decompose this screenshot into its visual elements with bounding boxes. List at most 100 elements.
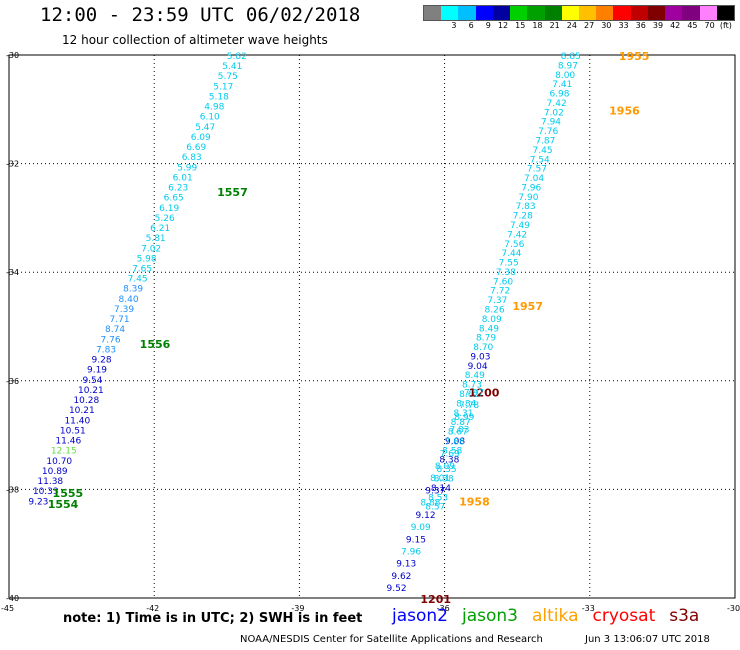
east-track-a-swh-value: 7.94: [541, 118, 561, 128]
east-track-a-swh-value: 8.38: [439, 456, 459, 466]
colorbar-label: 33: [618, 21, 629, 30]
east-track-a-swh-value: 7.54: [530, 155, 550, 165]
east-track-a-swh-value: 7.55: [499, 259, 519, 269]
colorbar-label: 45: [687, 21, 698, 30]
west-track-swh-value: 5.99: [177, 163, 197, 173]
east-track-a-swh-value: 8.38: [434, 475, 454, 485]
east-track-a-swh-value: 8.67: [448, 428, 468, 438]
west-track-swh-value: 9.54: [82, 376, 102, 386]
east-track-b-swh-value: 7.97: [464, 389, 484, 399]
colorbar-swatch: [613, 6, 631, 20]
east-track-a-swh-value: 9.04: [468, 362, 488, 372]
east-track-a-swh-value: 7.38: [496, 268, 516, 278]
colorbar-label: 3: [451, 21, 457, 30]
east-track-a-swh-value: 8.49: [479, 324, 499, 334]
east-track-a-swh-value: 7.83: [516, 202, 536, 212]
colorbar-labels: 3 6 9 12 15 18 21 24 27 30 33 36 39 42 45 70 (ft): [423, 21, 733, 33]
colorbar-swatch: [458, 6, 476, 20]
east-track-a-swh-value: 7.42: [547, 99, 567, 109]
east-track-a-swh-value: 7.96: [521, 183, 541, 193]
west-track-swh-value: 6.21: [150, 224, 170, 234]
east-track-b-swh-value: 8.99: [454, 413, 474, 423]
east-track-b-swh-value: 8.88: [420, 499, 440, 509]
east-track-a-swh-value: 8.00: [555, 71, 575, 81]
east-track-a-swh-value: 7.28: [513, 212, 533, 222]
latitude-tick-label: -36: [6, 377, 19, 386]
east-track-b-swh-value: 9.09: [411, 523, 431, 533]
west-track-swh-value: 5.82: [227, 52, 247, 62]
east-track-a-swh-value: 8.57: [425, 503, 445, 513]
colorbar-swatch: [699, 6, 717, 20]
colorbar-label: 42: [670, 21, 681, 30]
east-track-a-swh-value: 8.73: [462, 381, 482, 391]
east-track-b-swh-value: 9.13: [396, 560, 416, 570]
longitude-tick-label: -45: [1, 604, 14, 613]
colorbar-swatch: [424, 6, 442, 20]
generated-time: Jun 3 13:06:07 UTC 2018: [585, 634, 710, 645]
east-track-a-swh-value: 8.97: [558, 61, 578, 71]
west-track-swh-value: 5.41: [222, 62, 242, 72]
west-track-swh-value: 11.46: [55, 437, 81, 447]
satellite-legend: jason2 jason3 altika cryosat s3a: [392, 606, 713, 626]
colorbar-label: (ft): [719, 21, 732, 30]
colorbar-swatch: [492, 6, 511, 20]
west-track-swh-value: 5.75: [218, 72, 238, 82]
east-track-a-swh-value: 8.79: [476, 334, 496, 344]
east-track-b-time-label: 1201: [420, 593, 451, 606]
west-track-swh-value: 5.81: [146, 234, 166, 244]
west-track-time-label: 1554: [48, 498, 79, 511]
west-track-swh-value: 12.15: [51, 447, 77, 457]
colorbar-swatch: [510, 6, 528, 20]
west-track-swh-value: 6.69: [186, 143, 206, 153]
footer-note: note: 1) Time is in UTC; 2) SWH is in fe…: [63, 611, 363, 626]
east-track-a-swh-value: 8.84: [456, 399, 476, 409]
west-track-time-label: 1555: [53, 487, 84, 500]
east-track-a-swh-value: 6.98: [549, 90, 569, 100]
east-track-a-swh-value: 7.72: [490, 287, 510, 297]
east-track-a-swh-value: 8.35: [437, 465, 457, 475]
credit-text: NOAA/NESDIS Center for Satellite Applica…: [240, 634, 543, 645]
west-track-swh-value: 10.21: [69, 406, 95, 416]
east-track-a-swh-value: 7.37: [487, 296, 507, 306]
east-track-a-swh-value: 8.87: [451, 418, 471, 428]
east-track-a-swh-value: 7.42: [507, 230, 527, 240]
east-track-a-swh-value: 7.41: [552, 80, 572, 90]
east-track-a-swh-value: 7.04: [524, 174, 544, 184]
latitude-tick-label: -34: [6, 268, 19, 277]
east-track-a-swh-value: 8.58: [442, 446, 462, 456]
colorbar-label: 6: [468, 21, 474, 30]
east-track-a-swh-value: 7.02: [544, 108, 564, 118]
east-track-a-swh-value: 8.31: [453, 409, 473, 419]
east-track-b-time-label: 1958: [459, 495, 490, 508]
wave-height-colorbar: [423, 5, 735, 21]
colorbar-label: 18: [532, 21, 543, 30]
west-track-time-label: 1556: [140, 338, 171, 351]
colorbar-label: 15: [515, 21, 526, 30]
colorbar-swatch: [596, 6, 614, 20]
west-track-swh-value: 5.17: [213, 82, 233, 92]
east-track-b-swh-value: 9.62: [391, 572, 411, 582]
colorbar-swatch: [630, 6, 648, 20]
satellite-legend-jason3: jason3: [462, 606, 518, 626]
west-track-swh-value: 7.76: [101, 335, 121, 345]
colorbar-label: 12: [497, 21, 509, 30]
east-track-a-swh-value: 9.08: [445, 437, 465, 447]
map-frame: [8, 54, 736, 599]
west-track-swh-value: 7.65: [132, 265, 152, 275]
west-track-swh-value: 5.98: [137, 254, 157, 264]
longitude-tick-label: -42: [146, 604, 159, 613]
satellite-legend-jason2: jason2: [392, 606, 448, 626]
colorbar-label: 9: [485, 21, 491, 30]
east-track-b-swh-value: 7.88: [445, 438, 465, 448]
colorbar-swatch: [578, 6, 597, 20]
longitude-tick-label: -33: [582, 604, 595, 613]
east-track-a-swh-value: 7.44: [501, 249, 521, 259]
west-track-swh-value: 7.02: [141, 244, 161, 254]
east-track-b-swh-value: 7.96: [401, 547, 421, 557]
west-track-swh-value: 7.39: [114, 305, 134, 315]
east-track-b-swh-value: 9.37: [425, 486, 445, 496]
east-track-b-swh-value: 8.01: [430, 474, 450, 484]
east-track-a-swh-value: 8.09: [482, 315, 502, 325]
